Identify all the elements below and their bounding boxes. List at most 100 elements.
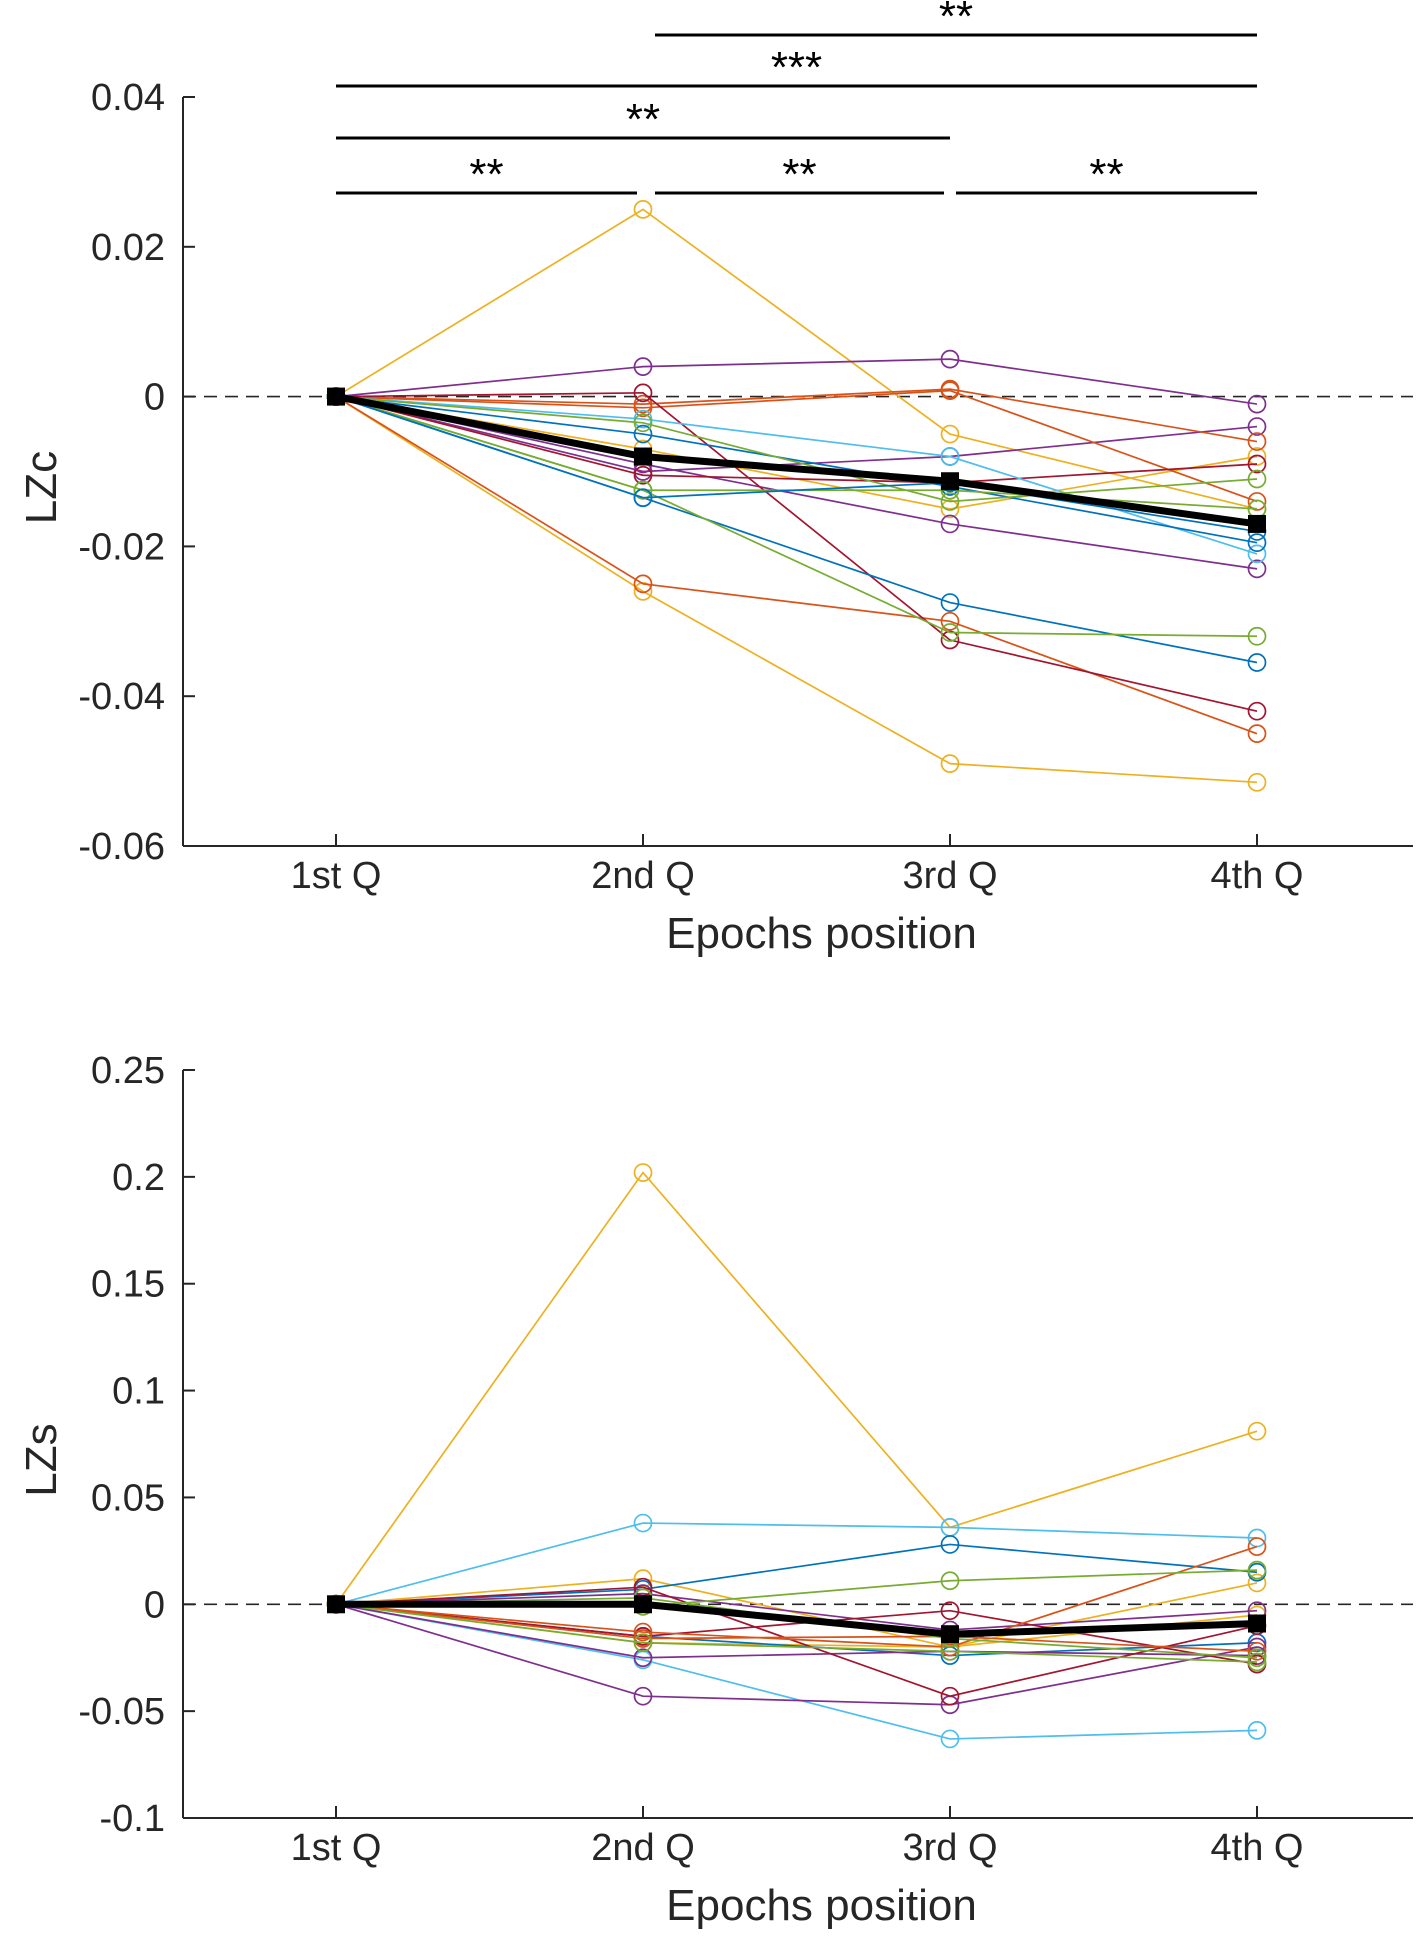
data-point	[633, 200, 653, 219]
y-tick-label: 0.04	[91, 77, 165, 119]
series-5	[326, 387, 1267, 579]
data-point	[940, 593, 960, 612]
data-point	[633, 1622, 653, 1642]
data-point	[940, 499, 960, 519]
series-line	[335, 208, 1258, 510]
lzc-panel: -0.06 -0.04 -0.02 0 0.02 0.04 1st Q 2nd Q 3rd Q 4…	[17, 0, 1413, 958]
series-line	[335, 395, 1258, 544]
data-point	[1247, 1528, 1267, 1548]
mean-series	[327, 1595, 1266, 1644]
series-4	[326, 349, 1267, 414]
lzs-panel: -0.1 -0.05 0 0.05 0.1 0.15 0.2 0.25 1st Q 2nd Q 3r…	[17, 1050, 1413, 1930]
x-axis-title: Epochs position	[666, 909, 977, 958]
data-point	[1247, 1648, 1267, 1668]
mean-line	[336, 1600, 1258, 1638]
mean-point	[941, 472, 959, 491]
series-12	[326, 387, 1267, 564]
significance-bracket: **	[336, 150, 637, 199]
y-tick-label: -0.06	[78, 826, 165, 868]
series-line	[335, 395, 1258, 484]
mean-point	[1248, 1614, 1266, 1633]
series-line	[335, 395, 1258, 503]
series-line	[335, 1603, 1258, 1665]
data-point	[1247, 1641, 1267, 1661]
mean-point	[634, 447, 652, 466]
significance-bracket: **	[655, 150, 944, 199]
series-line	[335, 388, 1258, 443]
mean-series	[327, 387, 1266, 533]
data-point	[1247, 1652, 1267, 1672]
data-point	[633, 1686, 653, 1706]
series-2	[326, 1569, 1267, 1657]
data-point	[1247, 772, 1267, 792]
data-point	[940, 447, 960, 466]
y-tick-label: 0.2	[112, 1157, 165, 1199]
y-tick-label: -0.05	[78, 1691, 165, 1733]
series-line	[335, 1592, 1258, 1631]
mean-point	[941, 1625, 959, 1644]
series-line	[335, 395, 1258, 664]
y-tick-label: -0.1	[100, 1798, 165, 1840]
significance-bracket: ***	[336, 43, 1257, 92]
data-point	[633, 574, 653, 594]
series-line	[335, 1543, 1258, 1606]
series-line	[335, 1577, 1258, 1648]
data-point	[1247, 469, 1267, 489]
data-point	[1247, 1537, 1267, 1556]
data-point	[1247, 1721, 1267, 1740]
series-line	[335, 1522, 1258, 1606]
data-point	[1247, 454, 1267, 474]
data-point	[633, 1513, 653, 1533]
data-point	[633, 1163, 653, 1182]
significance-bracket: **	[956, 150, 1257, 199]
series-line	[335, 1603, 1258, 1653]
data-point	[633, 465, 653, 485]
series-10	[326, 383, 1267, 721]
series-line	[335, 1603, 1258, 1659]
y-tick-label: 0.25	[91, 1050, 165, 1092]
x-tick-label: 1st Q	[291, 855, 382, 897]
data-point	[940, 611, 960, 631]
data-point	[940, 514, 960, 534]
data-point	[940, 754, 960, 773]
significance-label: **	[782, 150, 816, 199]
data-point	[1247, 417, 1267, 436]
data-point	[940, 623, 960, 642]
data-point	[1247, 432, 1267, 451]
data-point	[940, 630, 960, 650]
series-line	[335, 1603, 1258, 1740]
y-tick-label: -0.04	[78, 676, 165, 718]
y-tick-label: 0.15	[91, 1264, 165, 1306]
series-line	[335, 1603, 1258, 1706]
x-tick-label: 3rd Q	[902, 1827, 997, 1869]
data-point	[940, 1729, 960, 1749]
data-point	[940, 1601, 960, 1621]
data-point	[633, 424, 653, 444]
mean-line	[335, 393, 1258, 528]
series-line	[335, 1603, 1258, 1663]
series-line	[335, 395, 1258, 735]
y-tick-label: 0.02	[91, 227, 165, 269]
significance-label: **	[469, 150, 503, 199]
significance-label: **	[626, 95, 660, 144]
data-point	[940, 424, 960, 444]
data-point	[633, 398, 653, 418]
mean-point	[327, 1595, 345, 1614]
y-tick-label: 0	[144, 377, 165, 419]
x-tick-label: 4th Q	[1211, 855, 1304, 897]
series-line	[335, 1586, 1258, 1698]
data-point	[940, 492, 960, 511]
series-line	[335, 1545, 1258, 1648]
x-axis-title: Epochs position	[666, 1881, 977, 1930]
data-point	[633, 1633, 653, 1653]
mean-point	[1248, 514, 1266, 533]
significance-bracket: **	[655, 0, 1257, 41]
data-point	[1247, 394, 1267, 414]
data-point	[1247, 1560, 1267, 1580]
data-point	[1247, 1421, 1267, 1441]
y-tick-label: 0	[144, 1584, 165, 1626]
x-tick-label: 4th Q	[1211, 1827, 1304, 1869]
data-point	[1247, 544, 1267, 564]
series-line	[335, 395, 1258, 533]
data-point	[1247, 724, 1267, 744]
